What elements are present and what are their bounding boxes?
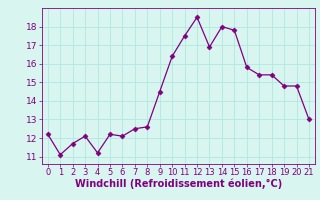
X-axis label: Windchill (Refroidissement éolien,°C): Windchill (Refroidissement éolien,°C) xyxy=(75,179,282,189)
